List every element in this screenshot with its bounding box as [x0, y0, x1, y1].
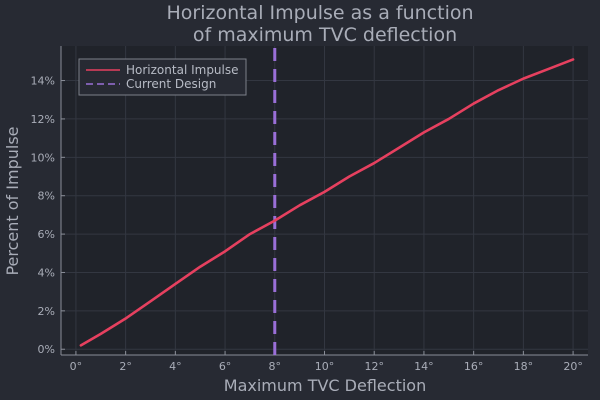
y-tick-label-0: 0%: [38, 343, 55, 356]
chart-title-line-1: Horizontal Impulse as a function: [166, 2, 473, 24]
legend-box: [78, 58, 247, 96]
legend-label-horizontal-impulse: Horizontal Impulse: [126, 63, 239, 77]
x-tick-label-3: 6°: [219, 360, 232, 373]
x-tick-label-8: 16°: [464, 360, 484, 373]
x-ticks: 0° 2° 4° 6° 8° 10° 12° 14° 16° 18° 20°: [70, 351, 583, 373]
x-tick-label-5: 10°: [315, 360, 335, 373]
x-tick-label-9: 18°: [514, 360, 534, 373]
x-tick-label-10: 20°: [563, 360, 583, 373]
y-tick-label-6: 12%: [31, 113, 55, 126]
y-ticks: 0% 2% 4% 6% 8% 10% 12% 14%: [31, 75, 65, 356]
y-tick-label-2: 4%: [38, 266, 55, 279]
x-tick-label-4: 8°: [269, 360, 282, 373]
y-tick-label-4: 8%: [38, 190, 55, 203]
chart-title-line-2: of maximum TVC deflection: [193, 24, 457, 46]
series-line-horizontal-impulse: [79, 58, 575, 347]
grid: [61, 46, 588, 355]
x-axis-label: Maximum TVC Deflection: [224, 376, 426, 395]
y-tick-label-5: 10%: [31, 151, 55, 164]
y-tick-label-3: 6%: [38, 228, 55, 241]
x-tick-label-2: 4°: [169, 360, 182, 373]
x-tick-label-7: 14°: [414, 360, 434, 373]
series-layer: [79, 46, 575, 355]
legend: Horizontal Impulse Current Design: [78, 58, 247, 96]
x-tick-label-6: 12°: [364, 360, 384, 373]
y-tick-label-1: 2%: [38, 305, 55, 318]
y-axis-label: Percent of Impulse: [3, 126, 22, 275]
legend-label-current-design: Current Design: [126, 77, 216, 91]
y-tick-label-7: 14%: [31, 75, 55, 88]
x-tick-label-1: 2°: [119, 360, 132, 373]
x-tick-label-0: 0°: [70, 360, 83, 373]
